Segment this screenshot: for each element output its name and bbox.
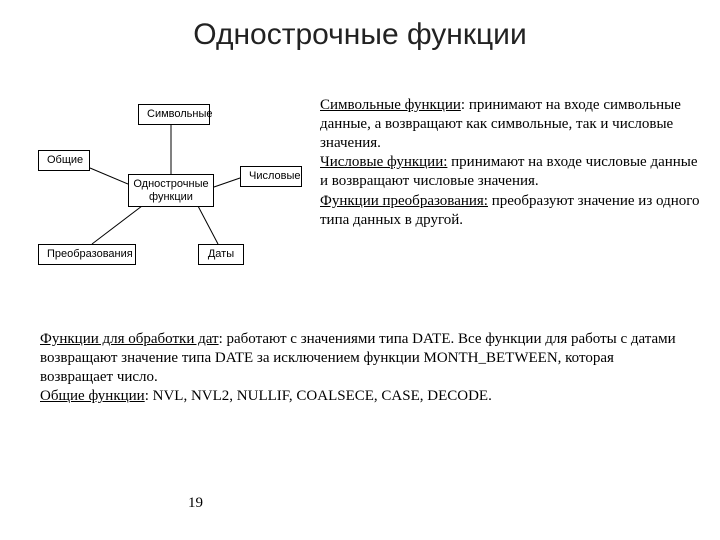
para-symbol-title: Символьные функции [320,97,461,113]
bottom-text-block: Функции для обработки дат: работают с зн… [40,330,680,406]
para-general-title: Общие функции [40,388,145,404]
node-right: Числовые [240,166,302,187]
node-top: Символьные [138,104,210,125]
right-text-block: Символьные функции: принимают на входе с… [320,92,700,302]
para-symbol: Символьные функции: принимают на входе с… [320,96,700,152]
content-row: Однострочныефункции Символьные Общие Чис… [0,92,720,302]
node-center: Однострочныефункции [128,174,214,207]
para-numeric: Числовые функции: принимают на входе чис… [320,153,700,191]
diagram: Однострочныефункции Символьные Общие Чис… [30,92,310,302]
para-convert: Функции преобразования: преобразуют знач… [320,192,700,230]
page-title: Однострочные функции [0,0,720,52]
node-left: Общие [38,150,90,171]
para-numeric-title: Числовые функции: [320,154,447,170]
node-botright: Даты [198,244,244,265]
para-convert-title: Функции преобразования: [320,193,488,209]
para-dates: Функции для обработки дат: работают с зн… [40,330,680,386]
para-general: Общие функции: NVL, NVL2, NULLIF, COALSE… [40,387,680,406]
para-general-body: NVL, NVL2, NULLIF, COALSECE, CASE, DECOD… [153,388,492,404]
page-number: 19 [188,495,203,512]
node-botleft: Преобразования [38,244,136,265]
para-dates-title: Функции для обработки дат [40,331,219,347]
